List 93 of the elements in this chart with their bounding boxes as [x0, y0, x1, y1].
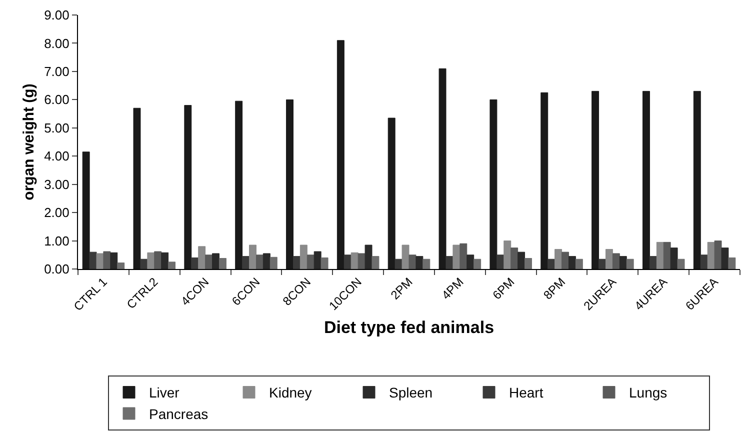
bar	[372, 256, 380, 269]
bar	[438, 68, 446, 269]
bar	[510, 248, 518, 269]
bar	[336, 40, 344, 269]
legend-label: Spleen	[389, 384, 433, 401]
bar	[452, 244, 460, 269]
bar	[249, 244, 256, 269]
y-tick-label: 8.00	[44, 36, 70, 51]
bar	[242, 256, 250, 269]
bar	[548, 258, 556, 269]
bar	[256, 254, 264, 269]
y-tick-label: 1.00	[44, 233, 70, 248]
y-axis-title: organ weight (g)	[20, 84, 38, 200]
bar	[154, 251, 162, 269]
bar	[554, 248, 562, 269]
bar	[518, 252, 526, 269]
legend-label: Pancreas	[149, 406, 208, 422]
bar	[592, 90, 600, 269]
bar	[103, 251, 111, 269]
bar	[110, 252, 118, 269]
bar	[605, 248, 613, 269]
x-axis-title: Diet type fed animals	[324, 318, 494, 338]
legend-label: Lungs	[629, 384, 668, 401]
bar	[416, 256, 424, 269]
y-tick-label: 4.00	[44, 148, 70, 164]
bar	[262, 253, 270, 269]
bar	[147, 252, 155, 269]
y-tick-label: 0.00	[44, 262, 70, 277]
y-tick-label: 2.00	[44, 205, 70, 220]
y-tick-label: 6.00	[44, 92, 70, 108]
bar	[161, 252, 169, 269]
bar	[490, 99, 498, 269]
bar	[446, 256, 454, 269]
bar	[422, 258, 430, 269]
bar	[524, 258, 532, 269]
bar	[670, 248, 678, 269]
bar	[504, 240, 512, 269]
bar	[649, 256, 657, 269]
bar	[663, 242, 671, 269]
legend-label: Liver	[149, 384, 180, 401]
bar	[402, 244, 410, 269]
bar	[212, 253, 220, 269]
bar	[562, 252, 569, 269]
bar	[408, 254, 416, 269]
bar	[191, 257, 199, 269]
bar	[466, 254, 474, 269]
bar	[656, 242, 664, 269]
bar	[89, 252, 97, 269]
y-tick-label: 9.00	[44, 8, 70, 23]
bar	[270, 256, 278, 269]
bar	[235, 100, 243, 269]
bar	[540, 92, 548, 269]
bar	[474, 258, 482, 269]
bar	[728, 257, 736, 269]
bar	[693, 90, 701, 269]
bar	[714, 240, 722, 269]
bar	[496, 254, 504, 269]
bar	[286, 99, 294, 269]
bar	[184, 105, 192, 269]
bar	[168, 262, 176, 269]
legend-label: Heart	[509, 384, 544, 401]
bar	[314, 251, 322, 269]
bar	[320, 257, 328, 269]
bar	[198, 246, 206, 269]
bar	[677, 258, 685, 269]
bar	[205, 254, 213, 269]
legend-label: Kidney	[269, 384, 312, 401]
bar	[300, 244, 308, 269]
bar	[96, 253, 104, 269]
bar	[575, 258, 583, 269]
bar	[612, 253, 620, 269]
bar	[626, 258, 634, 269]
bar	[140, 258, 148, 269]
bar	[460, 243, 468, 269]
bar	[364, 244, 372, 269]
bar	[82, 152, 90, 269]
bar	[292, 256, 300, 269]
bar	[117, 262, 125, 269]
bar	[133, 108, 141, 269]
bar	[568, 256, 576, 269]
bar	[642, 90, 650, 269]
bar	[700, 254, 708, 269]
bar	[350, 252, 358, 269]
bar	[721, 248, 729, 269]
bar	[344, 254, 352, 269]
bar	[218, 258, 226, 269]
y-tick-label: 3.00	[44, 176, 70, 192]
y-tick-label: 7.00	[44, 64, 70, 79]
y-tick-label: 5.00	[44, 120, 70, 136]
bar	[598, 258, 606, 269]
bar	[306, 254, 314, 269]
bar	[388, 118, 396, 269]
bar	[619, 256, 627, 269]
